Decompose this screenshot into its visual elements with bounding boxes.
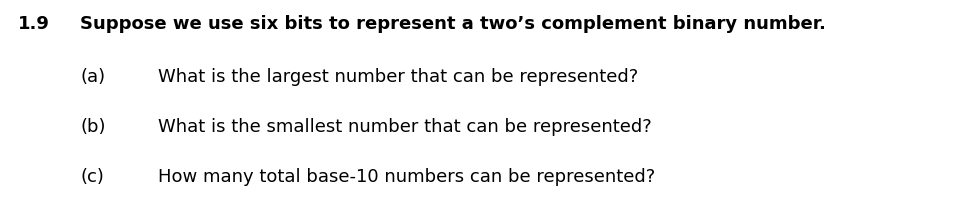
Text: What is the smallest number that can be represented?: What is the smallest number that can be … — [158, 118, 652, 136]
Text: (a): (a) — [80, 68, 105, 86]
Text: How many total base-10 numbers can be represented?: How many total base-10 numbers can be re… — [158, 168, 656, 186]
Text: (c): (c) — [80, 168, 103, 186]
Text: Suppose we use six bits to represent a two’s complement binary number.: Suppose we use six bits to represent a t… — [80, 15, 826, 33]
Text: (b): (b) — [80, 118, 105, 136]
Text: 1.9: 1.9 — [18, 15, 50, 33]
Text: What is the largest number that can be represented?: What is the largest number that can be r… — [158, 68, 638, 86]
